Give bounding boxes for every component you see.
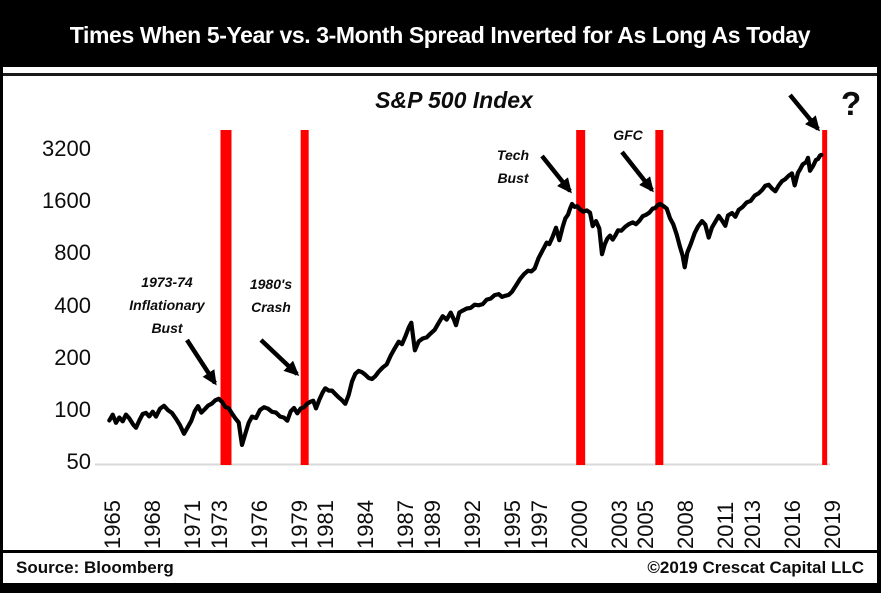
y-tick-800: 800 (54, 240, 91, 266)
x-tick-1976: 1976 (246, 500, 272, 549)
copyright-label: ©2019 Crescat Capital LLC (647, 558, 864, 577)
x-tick-1997: 1997 (526, 500, 552, 549)
question-mark-annotation: ? (841, 85, 862, 122)
banner-title: Times When 5-Year vs. 3-Month Spread Inv… (3, 3, 877, 67)
sp500-line-series (107, 152, 824, 447)
y-tick-50: 50 (66, 449, 91, 475)
eighties-crash-annotation-line: 1980's (249, 276, 293, 292)
gfc-annotation: GFC (563, 124, 693, 147)
chart-title: S&P 500 Index (375, 87, 533, 113)
x-tick-2019: 2019 (819, 500, 845, 549)
gfc-arrow (620, 150, 654, 193)
x-tick-1971: 1971 (179, 500, 205, 549)
y-tick-400: 400 (54, 292, 91, 318)
tech-bust-annotation-line: Tech (496, 147, 530, 163)
banner-divider-line (3, 73, 877, 76)
footer-bar: Source: Bloomberg ©2019 Crescat Capital … (3, 550, 877, 583)
inflationary-bust-annotation-line: 1973-74 (141, 274, 193, 290)
tech-bust-annotation: Tech Bust (448, 144, 578, 190)
inflationary-bust-annotation-line: Inflationary (129, 297, 205, 313)
y-tick-1600: 1600 (42, 188, 91, 214)
plot-area: S&P 500 Index ? 3200 1600 800 400 200 100 50 19… (3, 3, 877, 583)
tech-bust-annotation-line: Bust (497, 170, 529, 186)
eighties-crash-annotation-line: Crash (251, 299, 291, 315)
inversion-bar-5 (822, 130, 828, 465)
x-tick-1995: 1995 (499, 500, 525, 549)
eighties-crash-arrow (259, 338, 300, 377)
x-tick-2005: 2005 (633, 500, 659, 549)
inflationary-bust-annotation-line: Bust (151, 320, 183, 336)
x-tick-1989: 1989 (419, 500, 445, 549)
x-tick-2011: 2011 (713, 501, 739, 549)
x-tick-1987: 1987 (393, 500, 419, 549)
y-tick-3200: 3200 (42, 136, 91, 161)
x-tick-1979: 1979 (286, 500, 312, 549)
inflationary-bust-arrow (185, 338, 217, 386)
x-tick-1981: 1981 (313, 500, 339, 549)
x-tick-2003: 2003 (606, 500, 632, 549)
source-label: Source: Bloomberg (16, 558, 174, 577)
x-tick-2000: 2000 (566, 500, 592, 549)
x-tick-2013: 2013 (739, 500, 765, 549)
inversion-bar-3 (576, 130, 586, 465)
today-question-arrow (788, 93, 820, 132)
x-tick-1965: 1965 (100, 500, 125, 549)
inversion-bar-1 (220, 130, 232, 465)
eighties-crash-annotation: 1980's Crash (206, 273, 336, 319)
x-tick-2008: 2008 (673, 500, 699, 549)
x-tick-1984: 1984 (353, 500, 379, 549)
x-tick-1973: 1973 (206, 500, 232, 549)
plot-canvas (95, 93, 830, 466)
inversion-bar-2 (300, 130, 309, 465)
inflationary-bust-annotation: 1973-74 Inflationary Bust (102, 271, 232, 340)
inversion-bar-4 (655, 130, 664, 465)
x-tick-2016: 2016 (779, 500, 805, 549)
x-tick-1992: 1992 (459, 500, 485, 549)
tech-bust-arrow (540, 154, 572, 194)
y-tick-200: 200 (54, 344, 91, 370)
gfc-annotation-line: GFC (613, 127, 643, 143)
x-tick-1968: 1968 (139, 500, 165, 549)
y-tick-100: 100 (54, 397, 91, 422)
